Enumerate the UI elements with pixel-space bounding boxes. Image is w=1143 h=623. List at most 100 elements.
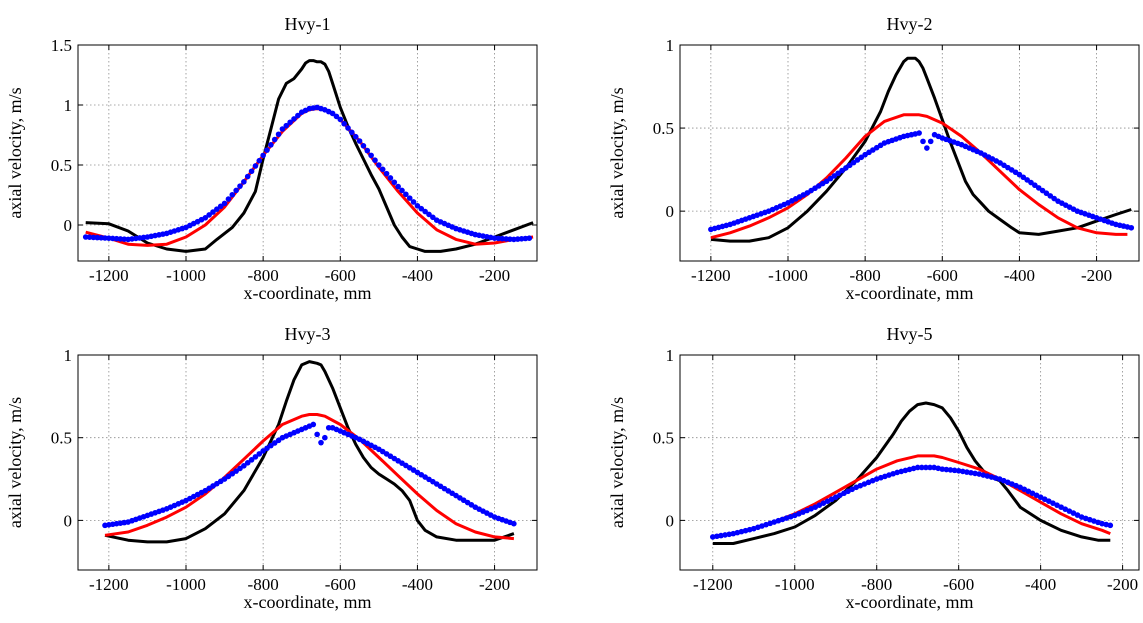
data-point bbox=[410, 199, 417, 205]
data-point bbox=[918, 464, 925, 471]
data-point bbox=[391, 179, 398, 186]
data-point bbox=[951, 467, 958, 474]
x-tick-label: -400 bbox=[402, 575, 433, 594]
data-point bbox=[210, 209, 216, 215]
data-point bbox=[314, 431, 320, 438]
y-tick-label: 1 bbox=[64, 346, 73, 365]
series-2-line bbox=[104, 413, 515, 541]
y-tick-label: 0.5 bbox=[51, 429, 72, 448]
x-tick-label: -800 bbox=[861, 575, 892, 594]
y-axis-label: axial velocity, m/s bbox=[5, 87, 25, 218]
y-tick-label: 1.5 bbox=[51, 36, 72, 55]
data-point bbox=[275, 131, 282, 138]
y-tick-label: 1 bbox=[666, 346, 675, 365]
x-tick-label: -1200 bbox=[693, 575, 733, 594]
data-point bbox=[923, 464, 929, 471]
data-point bbox=[217, 203, 224, 210]
series-2-line bbox=[710, 113, 1128, 240]
data-point bbox=[256, 451, 263, 457]
data-layer bbox=[709, 401, 1114, 545]
data-point bbox=[337, 116, 344, 123]
data-point bbox=[526, 235, 533, 241]
data-point bbox=[264, 147, 270, 153]
data-point bbox=[333, 113, 340, 120]
data-point bbox=[229, 191, 236, 198]
data-point bbox=[372, 157, 378, 163]
data-point bbox=[349, 129, 355, 136]
plot-area bbox=[78, 45, 537, 261]
data-point bbox=[271, 136, 278, 143]
x-tick-label: -1000 bbox=[166, 266, 206, 285]
y-tick-label: 0.5 bbox=[653, 429, 674, 448]
x-tick-label: -600 bbox=[927, 266, 958, 285]
data-point bbox=[927, 464, 933, 471]
plot-frame bbox=[679, 44, 1140, 262]
x-tick-label: -800 bbox=[248, 575, 279, 594]
data-point bbox=[430, 214, 436, 221]
x-tick-label: -1000 bbox=[768, 266, 808, 285]
data-point bbox=[943, 466, 950, 473]
data-layer bbox=[708, 56, 1135, 243]
data-point bbox=[399, 187, 405, 194]
data-point bbox=[368, 152, 374, 159]
chart-panel-4: -1200 -1000 -800 -600 -400 -200 0 0.5 1 Hvy-5 x-co… bbox=[607, 324, 1140, 612]
data-point bbox=[214, 206, 220, 212]
data-point bbox=[939, 466, 946, 472]
y-tick-label: 1 bbox=[64, 96, 73, 115]
y-tick-label: 0 bbox=[64, 511, 73, 530]
data-point bbox=[295, 112, 301, 119]
y-tick-label: 0 bbox=[64, 216, 73, 235]
data-point bbox=[322, 434, 328, 441]
x-tick-label: -200 bbox=[1081, 266, 1112, 285]
x-tick-label: -1000 bbox=[166, 575, 206, 594]
y-tick-label: 0 bbox=[666, 202, 675, 221]
data-point bbox=[237, 183, 243, 189]
data-point bbox=[248, 457, 255, 463]
series-3-markers bbox=[102, 421, 517, 529]
x-tick-label: -600 bbox=[325, 575, 356, 594]
data-point bbox=[260, 152, 266, 159]
chart-title: Hvy-5 bbox=[887, 324, 933, 344]
data-point bbox=[291, 116, 297, 122]
data-layer bbox=[82, 59, 534, 253]
series-1-line bbox=[85, 59, 534, 253]
series-3-markers bbox=[709, 464, 1114, 540]
data-point bbox=[511, 520, 517, 527]
x-tick-label: -200 bbox=[1107, 575, 1138, 594]
data-point bbox=[356, 138, 363, 144]
data-point bbox=[268, 142, 274, 148]
x-tick-label: -400 bbox=[402, 266, 433, 285]
chart-panel-1: -1200 -1000 -800 -600 -400 -200 0 0.5 1 1.5 Hvy-1 x… bbox=[5, 14, 538, 303]
data-point bbox=[927, 138, 934, 145]
data-point bbox=[1128, 224, 1135, 231]
x-tick-label: -1000 bbox=[775, 575, 815, 594]
y-axis-label: axial velocity, m/s bbox=[5, 397, 25, 528]
data-point bbox=[924, 145, 930, 151]
x-tick-label: -1200 bbox=[691, 266, 731, 285]
chart-panel-2: -1200 -1000 -800 -600 -400 -200 0 0.5 1 Hvy-2 x-co… bbox=[607, 14, 1140, 303]
y-tick-label: 0 bbox=[666, 511, 675, 530]
y-axis-label: axial velocity, m/s bbox=[607, 397, 627, 528]
data-point bbox=[252, 454, 259, 460]
data-point bbox=[403, 191, 409, 198]
data-point bbox=[225, 196, 232, 202]
data-point bbox=[279, 126, 286, 132]
data-point bbox=[202, 215, 209, 221]
chart-title: Hvy-3 bbox=[285, 324, 331, 344]
data-point bbox=[387, 175, 394, 181]
series-1-line bbox=[104, 360, 515, 544]
plot-frame bbox=[77, 44, 538, 262]
data-point bbox=[345, 125, 351, 131]
data-point bbox=[947, 467, 954, 473]
x-tick-label: -200 bbox=[479, 266, 510, 285]
x-tick-label: -200 bbox=[479, 575, 510, 594]
series-1-line bbox=[710, 56, 1132, 243]
x-tick-label: -600 bbox=[325, 266, 356, 285]
data-point bbox=[283, 122, 290, 129]
x-tick-label: -400 bbox=[1004, 266, 1035, 285]
series-1-line bbox=[712, 401, 1111, 545]
data-point bbox=[287, 119, 293, 126]
data-point bbox=[341, 120, 347, 127]
data-point bbox=[352, 133, 359, 140]
